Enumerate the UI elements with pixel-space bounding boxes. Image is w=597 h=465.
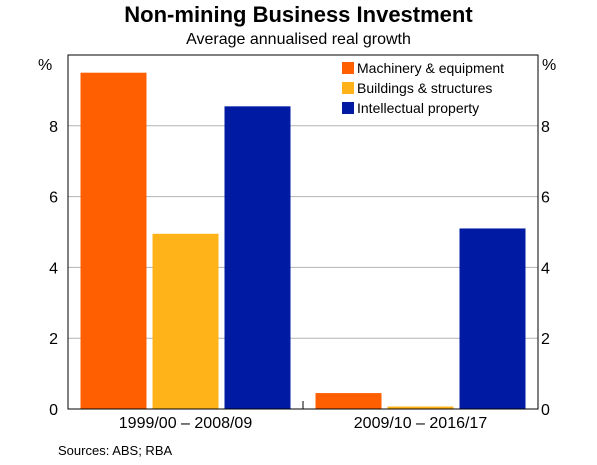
legend-label: Buildings & structures (357, 80, 492, 96)
bar (80, 72, 147, 409)
y-tick-label-left: 0 (49, 402, 58, 419)
category-label: 2009/10 – 2016/17 (354, 415, 488, 432)
y-tick-label-right: 0 (541, 402, 550, 419)
bar (387, 406, 454, 409)
y-tick-label-left: 8 (49, 119, 58, 136)
y-tick-label-right: 4 (541, 260, 550, 277)
legend-swatch (342, 102, 354, 114)
legend-swatch (342, 62, 354, 74)
y-tick-label-right: 8 (541, 119, 550, 136)
y-tick-label-right: 6 (541, 190, 550, 207)
y-axis-unit-left: % (38, 57, 52, 74)
y-axis-unit-right: % (542, 57, 556, 74)
category-labels: 1999/00 – 2008/09 2009/10 – 2016/17 (119, 415, 488, 432)
bar (152, 233, 219, 409)
y-tick-label-right: 2 (541, 331, 550, 348)
bar (459, 228, 526, 409)
legend-label: Machinery & equipment (357, 60, 504, 76)
category-label: 1999/00 – 2008/09 (119, 415, 253, 432)
legend-label: Intellectual property (357, 100, 479, 116)
y-tick-label-left: 6 (49, 190, 58, 207)
legend: Machinery & equipment Buildings & structu… (342, 60, 504, 116)
tick-labels: 0 0 2 2 4 4 6 6 8 8 (49, 119, 550, 419)
y-tick-label-left: 2 (49, 331, 58, 348)
legend-swatch (342, 82, 354, 94)
chart-subtitle: Average annualised real growth (186, 31, 411, 48)
chart-title: Non-mining Business Investment (124, 2, 473, 27)
sources-note: Sources: ABS; RBA (58, 443, 173, 458)
bar (224, 106, 291, 409)
y-tick-label-left: 4 (49, 260, 58, 277)
bar (315, 393, 382, 409)
bars (80, 72, 526, 409)
